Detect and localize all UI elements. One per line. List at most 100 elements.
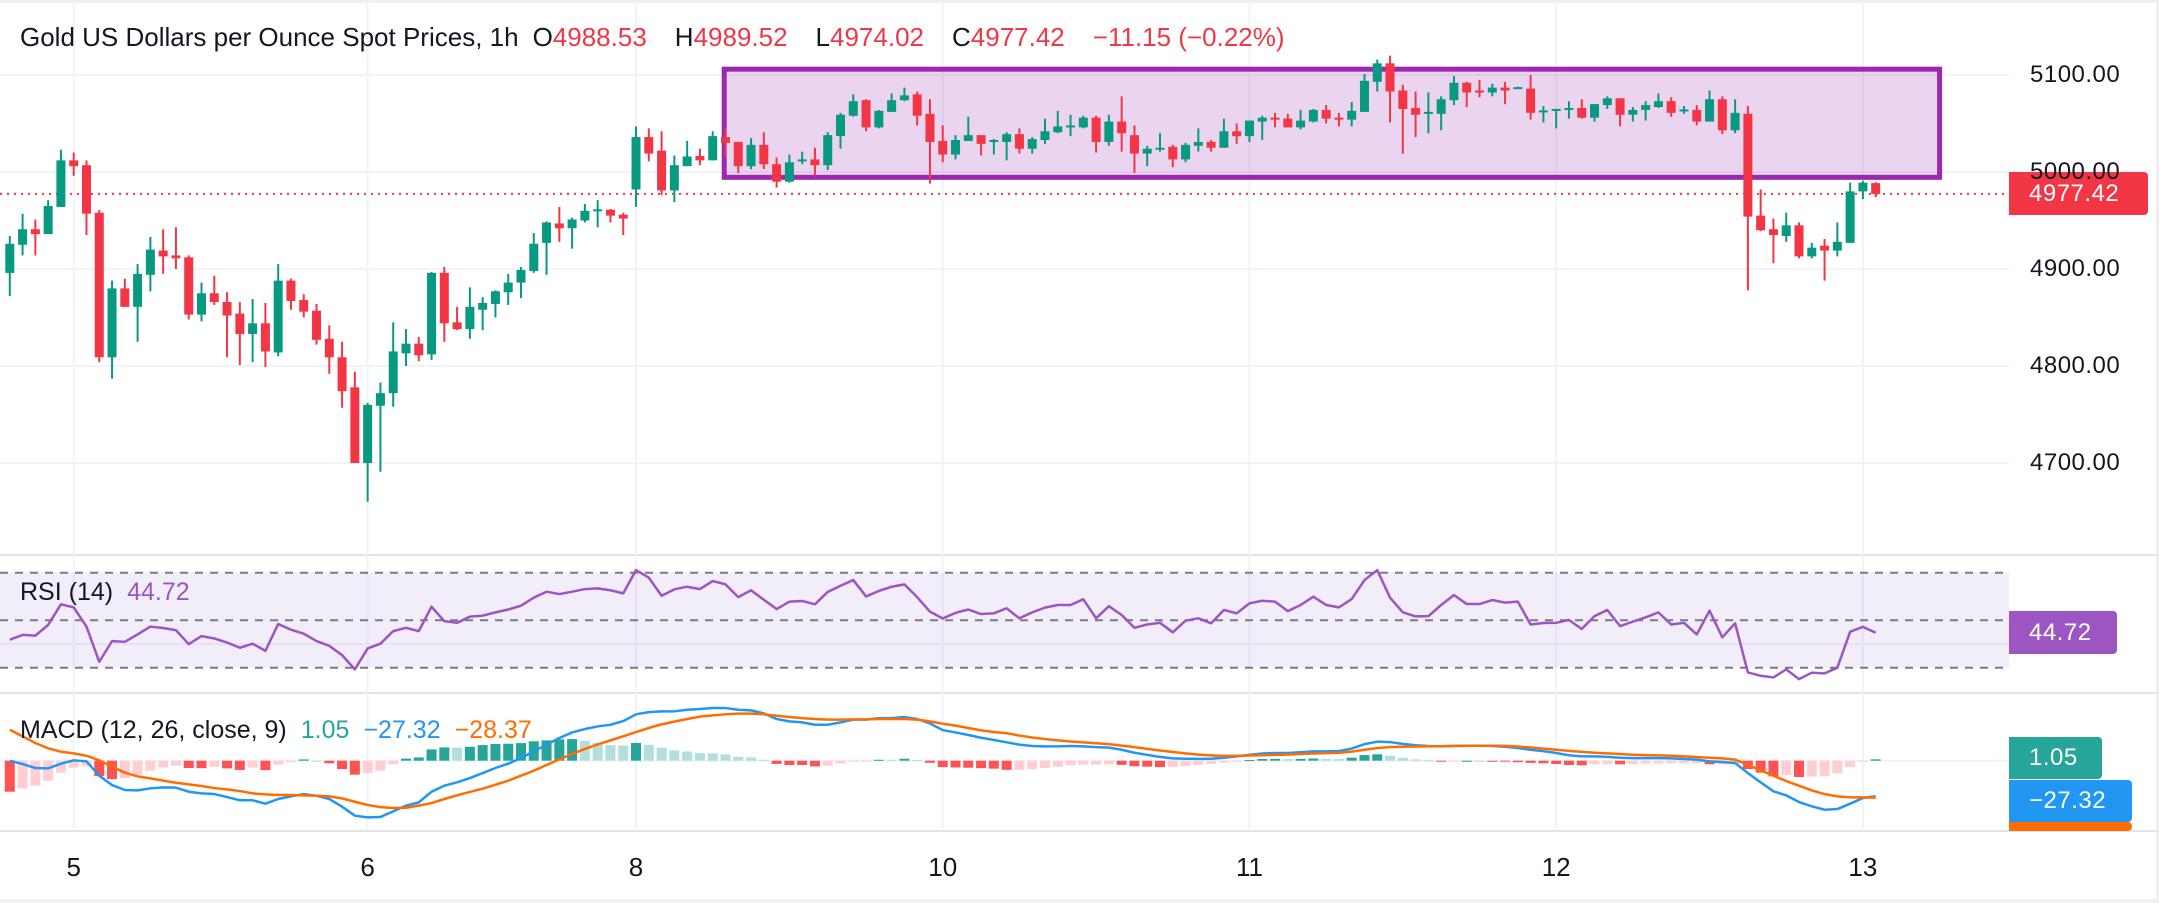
candle [414, 336, 424, 362]
macd-legend[interactable]: MACD (12, 26, close, 9) 1.05 −27.32 −28.… [20, 716, 546, 745]
macd-histogram-bar [1333, 759, 1344, 761]
time-tick-label: 13 [1848, 852, 1878, 882]
candle [580, 204, 590, 223]
rsi-name: RSI (14) [20, 578, 114, 606]
candle [772, 157, 782, 188]
macd-histogram-bar [707, 753, 718, 761]
candle-body [1871, 183, 1881, 194]
candle [158, 229, 168, 274]
candle-body [1768, 229, 1778, 236]
rsi-legend[interactable]: RSI (14) 44.72 [20, 578, 204, 607]
candle [516, 267, 526, 299]
macd-histogram-bar [886, 759, 897, 761]
macd-histogram-bar [1091, 760, 1102, 765]
candle [1296, 109, 1306, 130]
macd-histogram-bar [1206, 760, 1217, 765]
candle [1232, 123, 1242, 144]
candle [810, 147, 820, 177]
macd-histogram-bar [1538, 760, 1549, 764]
macd-histogram-bar [94, 760, 105, 777]
candle-body [1692, 109, 1702, 122]
candle [1794, 222, 1804, 259]
candle [1308, 108, 1318, 123]
candle [363, 402, 373, 502]
time-tick-label: 5 [66, 852, 81, 882]
candle [1014, 128, 1024, 154]
candle [171, 227, 181, 269]
macd-histogram-bar [503, 743, 514, 761]
candle-body [861, 100, 871, 128]
candle-body [1820, 245, 1830, 251]
candle-body [899, 95, 909, 101]
candle [1372, 59, 1382, 92]
macd-histogram-bar [1653, 760, 1664, 764]
candle [1756, 189, 1766, 232]
candle [759, 132, 769, 170]
macd-histogram-bar [912, 760, 923, 762]
candle-body [1858, 182, 1868, 192]
candle-body [631, 137, 641, 190]
macd-histogram-bar [158, 760, 169, 768]
candle-body [1398, 90, 1408, 109]
candle-body [1423, 111, 1433, 114]
macd-histogram-bar [873, 759, 884, 761]
candle [644, 128, 654, 162]
macd-histogram-bar [68, 760, 79, 768]
candle [401, 329, 411, 366]
macd-histogram-bar [541, 740, 552, 761]
macd-histogram-bar [848, 760, 859, 762]
candle [887, 93, 897, 112]
candle-body [1679, 109, 1689, 112]
macd-histogram-bar [426, 749, 437, 761]
candle [1628, 107, 1638, 122]
candle-body [1449, 82, 1459, 101]
candle [938, 125, 948, 163]
candle [1577, 99, 1587, 119]
candle [1168, 144, 1178, 168]
candle [1487, 83, 1497, 97]
candle-body [503, 282, 513, 293]
candle [605, 208, 615, 223]
macd-histogram-bar [631, 742, 642, 761]
macd-signal-tag [2009, 822, 2132, 831]
candle-body [401, 343, 411, 354]
candle [439, 267, 449, 342]
candle-body [720, 137, 730, 143]
candle-body [1027, 139, 1037, 149]
candle [861, 99, 871, 132]
macd-histogram-bar [605, 745, 616, 761]
candle [899, 87, 909, 102]
candle [1590, 104, 1600, 122]
candle [1398, 84, 1408, 154]
candle-body [1053, 126, 1063, 133]
macd-histogram-bar [758, 759, 769, 761]
macd-histogram-bar [1755, 760, 1766, 773]
candle-body [1500, 87, 1510, 91]
candle [1538, 106, 1548, 123]
candle-body [567, 219, 577, 229]
time-tick-label: 6 [360, 852, 375, 882]
macd-histogram-bar [107, 760, 118, 780]
candle [1347, 102, 1357, 127]
macd-histogram-bar [656, 747, 667, 761]
macd-histogram-bar [1282, 759, 1293, 761]
candle-body [1104, 121, 1114, 142]
candle-body [56, 160, 66, 207]
macd-histogram-bar [145, 760, 156, 771]
candle-body [593, 209, 603, 212]
macd-histogram-bar [1845, 760, 1856, 768]
macd-histogram-bar [720, 754, 731, 761]
candle [1666, 97, 1676, 117]
candle-body [554, 223, 564, 229]
candle [1500, 81, 1510, 105]
candle [925, 99, 935, 184]
candle [81, 160, 91, 236]
candle-body [823, 135, 833, 166]
open-value: 4988.53 [552, 22, 647, 52]
macd-histogram-bar [452, 747, 463, 761]
candle [120, 278, 130, 307]
candle [337, 341, 347, 408]
candle [951, 135, 961, 160]
candle [1181, 142, 1191, 163]
